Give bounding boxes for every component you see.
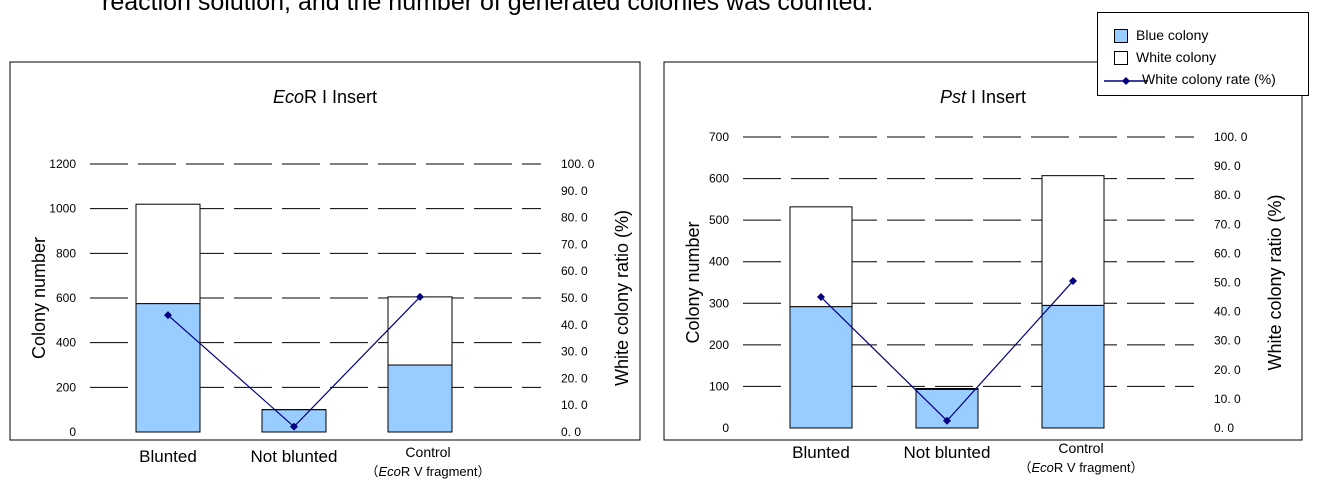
- y-tick-label: 500: [709, 213, 729, 227]
- bar-white-colony: [789, 206, 853, 308]
- bar-white-colony: [135, 203, 201, 305]
- x-tick-label: Control: [1058, 440, 1103, 456]
- bar-white-colony: [387, 296, 453, 366]
- y2-tick-label: 10. 0: [1214, 392, 1241, 406]
- bar-blue-colony: [135, 303, 201, 433]
- rate-point: [290, 422, 298, 431]
- legend-swatch-white: [1114, 51, 1128, 65]
- y-tick-label: 1200: [49, 157, 76, 171]
- y2-tick-label: 0. 0: [561, 425, 581, 439]
- y-tick-label: 100: [709, 379, 729, 393]
- bar-white-colony: [1041, 175, 1105, 306]
- rate-point: [943, 416, 951, 425]
- y-tick-label: 200: [709, 338, 729, 352]
- y-tick-label: 600: [56, 291, 76, 305]
- y-tick-label: 600: [709, 172, 729, 186]
- chart-title: EcoR I Insert: [273, 87, 377, 107]
- y2-tick-label: 40. 0: [561, 318, 588, 332]
- y2-tick-label: 50. 0: [561, 291, 588, 305]
- y2-axis-label: White colony ratio (%): [612, 210, 632, 386]
- chart-frame: [9, 61, 641, 441]
- x-tick-sublabel: （EcoR V fragment）: [365, 464, 490, 479]
- y2-tick-label: 70. 0: [561, 237, 588, 251]
- bar-white-colony: [915, 388, 979, 390]
- y-tick-label: 800: [56, 246, 76, 260]
- x-tick-label: Blunted: [139, 447, 197, 466]
- y-axis-label: Colony number: [683, 221, 703, 343]
- y-tick-label: 300: [709, 296, 729, 310]
- rate-point: [817, 293, 825, 302]
- y2-tick-label: 80. 0: [561, 211, 588, 225]
- y2-tick-label: 90. 0: [1214, 159, 1241, 173]
- y2-tick-label: 60. 0: [1214, 246, 1241, 260]
- y-tick-label: 700: [709, 130, 729, 144]
- y2-tick-label: 60. 0: [561, 264, 588, 278]
- y2-tick-label: 30. 0: [1214, 334, 1241, 348]
- rate-point: [164, 311, 172, 320]
- x-tick-label: Not blunted: [251, 447, 338, 466]
- legend-line-icon: [1104, 77, 1148, 85]
- x-tick-label: Not blunted: [904, 443, 991, 462]
- legend: Blue colony White colony White colony ra…: [1097, 12, 1309, 96]
- x-tick-label: Control: [405, 444, 450, 460]
- y2-tick-label: 10. 0: [561, 398, 588, 412]
- y-tick-label: 400: [56, 336, 76, 350]
- x-tick-label: Blunted: [792, 443, 850, 462]
- top-text: reaction solution, and the number of gen…: [102, 0, 874, 16]
- x-tick-sublabel: （EcoR V fragment）: [1018, 460, 1143, 475]
- y2-tick-label: 40. 0: [1214, 305, 1241, 319]
- y2-tick-label: 20. 0: [561, 371, 588, 385]
- y2-tick-label: 50. 0: [1214, 276, 1241, 290]
- rate-point: [1069, 277, 1077, 286]
- y2-tick-label: 100. 0: [1214, 130, 1248, 144]
- chart-title: Pst I Insert: [940, 87, 1026, 107]
- y-tick-label: 0: [722, 421, 729, 435]
- y2-tick-label: 0. 0: [1214, 421, 1234, 435]
- bar-blue-colony: [789, 306, 853, 429]
- y2-tick-label: 70. 0: [1214, 217, 1241, 231]
- legend-label-rate: White colony rate (%): [1142, 71, 1276, 87]
- y-tick-label: 400: [709, 255, 729, 269]
- y2-axis-label: White colony ratio (%): [1265, 194, 1285, 370]
- y2-tick-label: 20. 0: [1214, 363, 1241, 377]
- y2-tick-label: 80. 0: [1214, 188, 1241, 202]
- legend-swatch-blue: [1114, 29, 1128, 43]
- y2-tick-label: 90. 0: [561, 184, 588, 198]
- y-tick-label: 0: [69, 425, 76, 439]
- bar-blue-colony: [387, 364, 453, 433]
- y-tick-label: 200: [56, 380, 76, 394]
- y-axis-label: Colony number: [29, 237, 49, 359]
- chart-eco: 0 200 400 600 800 1000 1200 0. 0 10. 0 20. 0 30. 0…: [9, 61, 641, 479]
- chart-pst: 0 100 200 300 400 500 600 700 0. 0 10. 0 20. 0 30. …: [663, 61, 1303, 475]
- rate-point: [416, 292, 424, 301]
- legend-label-white: White colony: [1136, 49, 1217, 65]
- chart-frame: [663, 61, 1303, 441]
- bar-blue-colony: [1041, 304, 1105, 429]
- y2-tick-label: 30. 0: [561, 345, 588, 359]
- y2-tick-label: 100. 0: [561, 157, 595, 171]
- y-tick-label: 1000: [49, 202, 76, 216]
- legend-label-blue: Blue colony: [1136, 27, 1209, 43]
